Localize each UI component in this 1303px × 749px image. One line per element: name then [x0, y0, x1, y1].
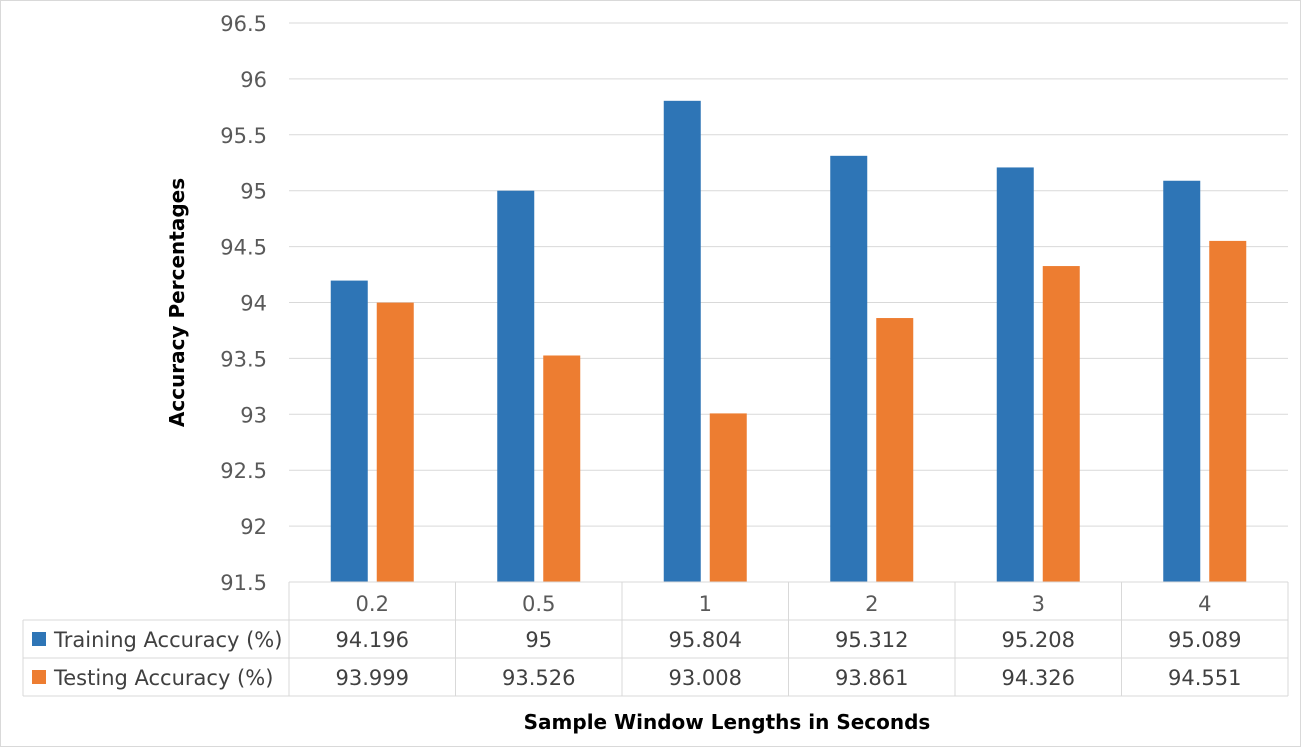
y-tick-label: 94.5 — [220, 236, 267, 260]
training-bar — [330, 280, 368, 582]
y-tick-label: 96 — [240, 68, 267, 92]
y-tick-label: 95.5 — [220, 124, 267, 148]
x-tick-label: 1 — [699, 592, 712, 616]
training-bar — [1163, 180, 1201, 582]
y-tick-label: 94 — [240, 292, 267, 316]
training-bar — [830, 155, 868, 582]
y-axis-title: Accuracy Percentages — [165, 178, 189, 427]
data-table-value: 95 — [525, 628, 552, 652]
training-bar — [996, 167, 1034, 582]
data-table-value: 93.999 — [336, 666, 409, 690]
training-bar — [663, 100, 701, 582]
data-table-value: 94.326 — [1002, 666, 1075, 690]
data-table-value: 93.861 — [835, 666, 908, 690]
y-tick-label: 93 — [240, 403, 267, 427]
y-tick-label: 92.5 — [220, 459, 267, 483]
data-table-value: 93.008 — [669, 666, 742, 690]
x-tick-label: 2 — [865, 592, 878, 616]
data-table-value: 95.208 — [1002, 628, 1075, 652]
data-table-value: 94.196 — [336, 628, 409, 652]
data-table-value: 94.551 — [1168, 666, 1241, 690]
data-table-value: 93.526 — [502, 666, 575, 690]
testing-bar — [876, 318, 914, 582]
testing-bar — [376, 302, 414, 582]
data-table-value: 95.089 — [1168, 628, 1241, 652]
y-tick-label: 96.5 — [220, 12, 267, 36]
x-tick-label: 0.5 — [522, 592, 555, 616]
data-table-value: 95.312 — [835, 628, 908, 652]
x-tick-label: 0.2 — [356, 592, 389, 616]
training-bar — [497, 190, 535, 582]
testing-bar — [1209, 240, 1247, 582]
legend-label: Testing Accuracy (%) — [53, 666, 273, 690]
x-tick-label: 4 — [1198, 592, 1211, 616]
legend-swatch — [32, 632, 46, 646]
y-tick-label: 91.5 — [220, 571, 267, 595]
testing-bar — [543, 355, 581, 582]
y-tick-label: 93.5 — [220, 347, 267, 371]
testing-bar — [709, 413, 747, 582]
testing-bar — [1042, 266, 1080, 582]
y-tick-label: 92 — [240, 515, 267, 539]
data-table-value: 95.804 — [669, 628, 742, 652]
legend-swatch — [32, 670, 46, 684]
x-axis-title: Sample Window Lengths in Seconds — [524, 710, 931, 734]
legend-label: Training Accuracy (%) — [53, 628, 282, 652]
x-tick-label: 3 — [1032, 592, 1045, 616]
y-tick-label: 95 — [240, 180, 267, 204]
